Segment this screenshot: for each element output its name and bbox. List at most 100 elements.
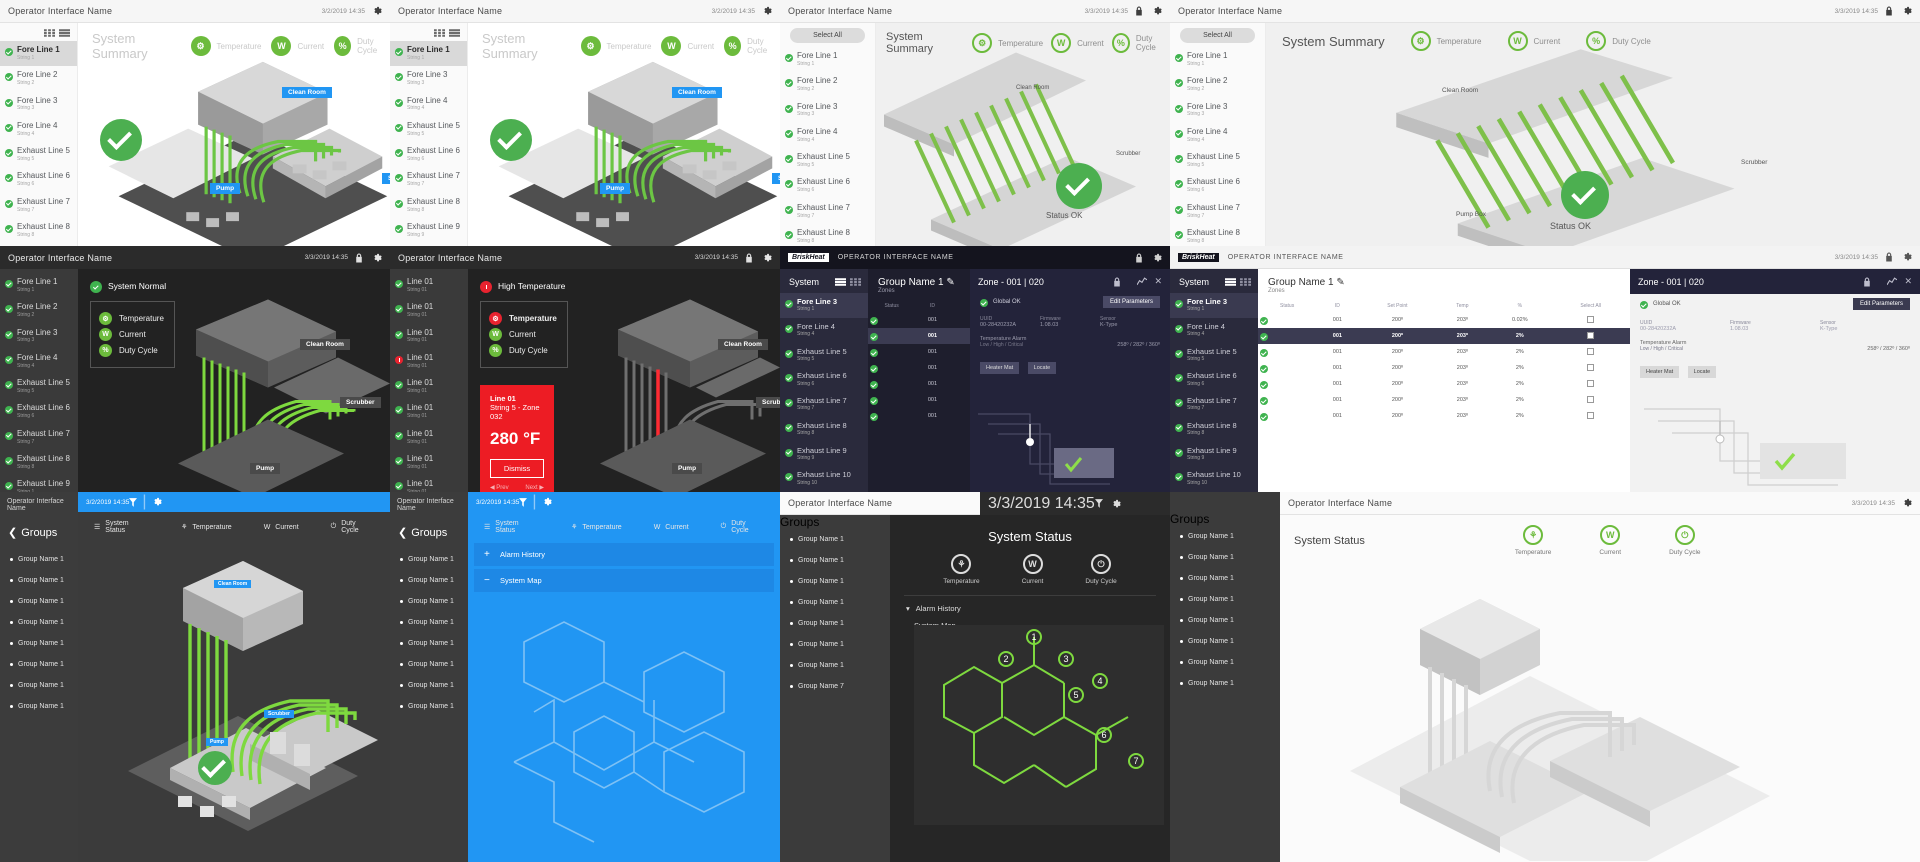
lock-icon[interactable]: [1885, 6, 1893, 16]
sidebar-item-exhaust-line-6[interactable]: Exhaust Line 6 String 6: [390, 142, 467, 167]
group-list-item[interactable]: Group Name 1: [0, 633, 78, 654]
groups-sidebar[interactable]: Operator Interface Name ❮ Groups Group N…: [0, 492, 78, 862]
list-view-icon[interactable]: [835, 278, 846, 286]
line-sidebar[interactable]: Line 01 String 01 Line 01 String 01 Line 01 S…: [390, 269, 468, 492]
zone-table[interactable]: Status ID Set Point Temp% Select All 001 200º…: [1258, 300, 1630, 424]
sidebar-item-exhaust-line-9[interactable]: Exhaust Line 9 String 9: [1170, 442, 1258, 467]
locate-button[interactable]: Locate: [1687, 366, 1717, 378]
gear-icon[interactable]: [372, 6, 382, 16]
sidebar-item-exhaust-line-6[interactable]: Exhaust Line 6 String 6: [780, 173, 875, 198]
sidebar-item-exhaust-line-7[interactable]: Exhaust Line 7 String 7: [0, 425, 78, 450]
gear-icon[interactable]: [152, 497, 162, 507]
next-button[interactable]: Next ▶: [525, 485, 544, 491]
line-sidebar[interactable]: Fore Line 1 String 1 Fore Line 2 String 2 Fo…: [0, 23, 78, 246]
group-list-item[interactable]: Group Name 1: [1170, 526, 1280, 547]
group-list-item[interactable]: Group Name 1: [1170, 652, 1280, 673]
sidebar-item-exhaust-line-5[interactable]: Exhaust Line 5 String 5: [0, 142, 77, 167]
kpi-current[interactable]: W Current: [1507, 31, 1560, 51]
group-list-item[interactable]: Group Name 1: [1170, 568, 1280, 589]
table-row[interactable]: 001 200º 203º 2%: [1258, 408, 1630, 424]
tab-current[interactable]: W Current: [248, 524, 315, 531]
sidebar-item-exhaust-line-9[interactable]: Exhaust Line 9 String 9: [390, 218, 467, 243]
sidebar-item-exhaust-line-7[interactable]: Exhaust Line 7 String 7: [780, 392, 868, 417]
group-list-item[interactable]: Group Name 1: [0, 549, 78, 570]
kpi-temperature[interactable]: ⚘ Temperature: [943, 554, 980, 585]
line-chart-icon[interactable]: [1887, 277, 1898, 286]
list-view-icon[interactable]: [59, 29, 70, 37]
view-toggle-group[interactable]: [0, 23, 77, 41]
sidebar-item-exhaust-line-6[interactable]: Exhaust Line 6 String 6: [1170, 173, 1265, 198]
kpi-temperature[interactable]: ⚙ Temperature: [580, 36, 651, 56]
cell-select[interactable]: [1551, 360, 1630, 376]
group-list-item[interactable]: Group Name 1: [0, 591, 78, 612]
sidebar-item-fore-line-4[interactable]: Fore Line 4 String 4: [0, 349, 78, 374]
table-row[interactable]: 001 200º 203º 0.02%: [1258, 312, 1630, 328]
sidebar-item-fore-line-3[interactable]: Fore Line 3 String 3: [1170, 98, 1265, 123]
sidebar-item-exhaust-line-7[interactable]: Exhaust Line 7 String 7: [390, 167, 467, 192]
cell-select[interactable]: [1551, 328, 1630, 344]
table-row[interactable]: 001 200º 203º 2%: [1258, 344, 1630, 360]
grid-view-icon[interactable]: [44, 29, 55, 37]
sidebar-item-fore-line-1[interactable]: Fore Line 1 String 1: [0, 273, 78, 298]
sidebar-item-exhaust-line-8[interactable]: Exhaust Line 8 String 8: [1170, 224, 1265, 246]
line-sidebar[interactable]: Fore Line 1 String 1 Fore Line 3 String 3 Fo…: [390, 23, 468, 246]
heater-mat-button[interactable]: Heater Mat: [1640, 366, 1680, 378]
row-checkbox[interactable]: [1587, 395, 1595, 403]
group-list-item[interactable]: Group Name 1: [780, 634, 890, 655]
sidebar-item-exhaust-line-6[interactable]: Exhaust Line 6 String 6: [0, 167, 77, 192]
group-list-item[interactable]: Group Name 1: [0, 570, 78, 591]
kpi-duty-cycle[interactable]: % Duty Cycle: [724, 36, 780, 56]
lock-icon[interactable]: [1135, 253, 1143, 263]
filter-icon[interactable]: [1094, 499, 1103, 508]
sidebar-item-exhaust-line-5[interactable]: Exhaust Line 5 String 5: [780, 148, 875, 173]
sidebar-item-exhaust-line-8[interactable]: Exhaust Line 8 String 8: [780, 417, 868, 442]
sidebar-item-exhaust-line-9[interactable]: Exhaust Line 9 String 9: [780, 442, 868, 467]
tab-temperature[interactable]: ⚘ Temperature: [555, 523, 638, 532]
row-checkbox[interactable]: [1587, 331, 1595, 339]
table-row[interactable]: 001 200º 203º 2%: [1258, 328, 1630, 344]
group-list[interactable]: Group Name 1 Group Name 1 Group Name 1 Grou…: [0, 549, 78, 717]
sidebar-item-fore-line-1[interactable]: Fore Line 1 String 1: [390, 41, 467, 67]
sidebar-item-fore-line-4[interactable]: Fore Line 4 String 4: [390, 92, 467, 117]
line-list[interactable]: Fore Line 3 String 1 Fore Line 4 String 4 Ex…: [780, 293, 868, 491]
sidebar-item-exhaust-line-7[interactable]: Exhaust Line 7 String 7: [780, 199, 875, 224]
groups-sidebar[interactable]: Groups Group Name 1 Group Name 1 Group Nam…: [780, 515, 890, 862]
locate-button[interactable]: Locate: [1027, 362, 1057, 374]
line-chart-icon[interactable]: [1137, 277, 1148, 286]
kpi-current[interactable]: W Current: [271, 36, 324, 56]
kpi-temperature[interactable]: ⚙ Temperature: [972, 33, 1043, 53]
gear-icon[interactable]: [1152, 253, 1162, 263]
grid-view-icon[interactable]: [434, 29, 445, 37]
sidebar-item-fore-line-1[interactable]: Fore Line 1 String 1: [1170, 47, 1265, 72]
heater-mat-button[interactable]: Heater Mat: [980, 362, 1020, 374]
group-list-item[interactable]: Group Name 1: [390, 696, 468, 717]
grid-view-icon[interactable]: [1240, 278, 1251, 286]
group-list-item[interactable]: Group Name 1: [390, 612, 468, 633]
sidebar-item-exhaust-line-6[interactable]: Exhaust Line 6 String 6: [0, 399, 78, 424]
table-row[interactable]: 001 200º 203º 2%: [1258, 360, 1630, 376]
close-icon[interactable]: ✕: [1904, 276, 1912, 286]
view-toggle-group[interactable]: [390, 23, 467, 41]
select-all-row[interactable]: Select All: [1170, 23, 1265, 47]
group-list-item[interactable]: Group Name 1: [780, 571, 890, 592]
sidebar-item-exhaust-line-6[interactable]: Exhaust Line 6 String 6: [780, 367, 868, 392]
tab-system-status[interactable]: ☰ System Status: [78, 520, 165, 534]
expand-toggle-icon[interactable]: +: [484, 549, 490, 560]
close-icon[interactable]: ✕: [1154, 276, 1162, 286]
sidebar-item-fore-line-3[interactable]: Fore Line 3 String 3: [780, 98, 875, 123]
select-all-row[interactable]: Select All: [780, 23, 875, 47]
sidebar-item-exhaust-line-8[interactable]: Exhaust Line 8 String 8: [0, 450, 78, 475]
list-view-icon[interactable]: [449, 29, 460, 37]
lock-icon[interactable]: [745, 253, 753, 263]
group-list-item[interactable]: Group Name 1: [0, 675, 78, 696]
sidebar-item-fore-line-3[interactable]: Fore Line 3 String 3: [0, 92, 77, 117]
group-list-item[interactable]: Group Name 1: [1170, 631, 1280, 652]
tab-duty-cycle[interactable]: ⏻ Duty Cycle: [705, 520, 780, 534]
tab-system-status[interactable]: ☰ System Status: [468, 520, 555, 534]
prev-button[interactable]: ◀ Prev: [490, 485, 509, 491]
sidebar-item-fore-line-3[interactable]: Fore Line 3 String 1: [1170, 293, 1258, 318]
sidebar-item-fore-line-1[interactable]: Fore Line 1 String 1: [0, 41, 77, 67]
pencil-icon[interactable]: ✎: [946, 277, 955, 288]
